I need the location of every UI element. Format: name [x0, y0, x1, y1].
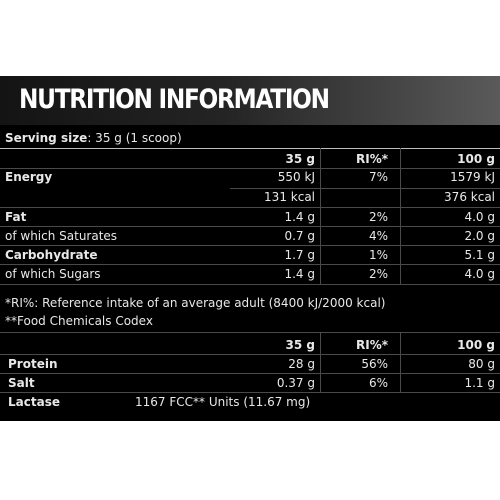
column-divider [400, 148, 401, 284]
row-value-100g: 80 g [468, 357, 495, 371]
row-label: Energy [5, 170, 53, 184]
row-value-100g: 376 kcal [444, 190, 495, 204]
footnote-fcc: **Food Chemicals Codex [5, 314, 153, 328]
row-value-35g: 28 g [288, 357, 315, 371]
column-header-35g: 35 g [285, 152, 315, 166]
row-value-100g: 5.1 g [464, 248, 495, 262]
row-divider [0, 264, 500, 265]
column-divider [320, 148, 321, 284]
row-label: of which Sugars [5, 267, 101, 281]
row-value-ri: 7% [368, 170, 388, 184]
row-value-ri: 6% [368, 376, 388, 390]
row-label: Carbohydrate [5, 248, 98, 262]
row-value-35g: 1.4 g [284, 210, 315, 224]
divider [0, 148, 500, 149]
row-divider [0, 168, 500, 169]
row-value-ri: 2% [368, 267, 388, 281]
row-value-35g: 1.7 g [284, 248, 315, 262]
row-value-ri: 56% [361, 357, 388, 371]
row-value-35g: 550 kJ [277, 170, 315, 184]
row-value-ri: 1% [368, 248, 388, 262]
nutrition-panel: NUTRITION INFORMATION Serving size: 35 g… [0, 76, 500, 421]
lactase-value: 1167 FCC** Units (11.67 mg) [135, 395, 311, 409]
row-value-ri: 2% [368, 210, 388, 224]
column-header-35g: 35 g [285, 338, 315, 352]
row-label: of which Saturates [5, 229, 118, 243]
row-value-100g: 1.1 g [464, 376, 495, 390]
page-title: NUTRITION INFORMATION [19, 84, 330, 115]
row-divider [0, 373, 500, 374]
row-label: Salt [8, 376, 35, 390]
lactase-label: Lactase [8, 395, 60, 409]
row-divider [0, 354, 500, 355]
row-value-35g: 0.37 g [276, 376, 315, 390]
row-value-35g: 1.4 g [284, 267, 315, 281]
row-value-ri: 4% [368, 229, 388, 243]
row-value-100g: 4.0 g [464, 210, 495, 224]
row-divider [0, 207, 500, 208]
column-header-ri: RI%* [355, 338, 388, 352]
row-value-35g: 0.7 g [284, 229, 315, 243]
row-value-100g: 1579 kJ [450, 170, 495, 184]
serving-label: Serving size [5, 131, 88, 145]
row-label: Protein [8, 357, 58, 371]
row-divider [230, 188, 500, 189]
column-header-100g: 100 g [457, 152, 495, 166]
row-divider [0, 226, 500, 227]
column-header-100g: 100 g [457, 338, 495, 352]
column-divider [400, 332, 401, 392]
row-label: Fat [5, 210, 27, 224]
row-divider [0, 245, 500, 246]
serving-size: Serving size: 35 g (1 scoop) [5, 131, 182, 145]
serving-value: : 35 g (1 scoop) [87, 131, 182, 145]
row-divider [0, 392, 500, 393]
row-value-100g: 4.0 g [464, 267, 495, 281]
column-divider [320, 332, 321, 392]
row-divider [0, 332, 500, 333]
header-bar: NUTRITION INFORMATION [0, 76, 500, 125]
row-value-100g: 2.0 g [464, 229, 495, 243]
footnote-ri: *RI%: Reference intake of an average adu… [5, 296, 386, 310]
row-value-35g: 131 kcal [264, 190, 315, 204]
row-divider [0, 284, 500, 285]
column-header-ri: RI%* [355, 152, 388, 166]
